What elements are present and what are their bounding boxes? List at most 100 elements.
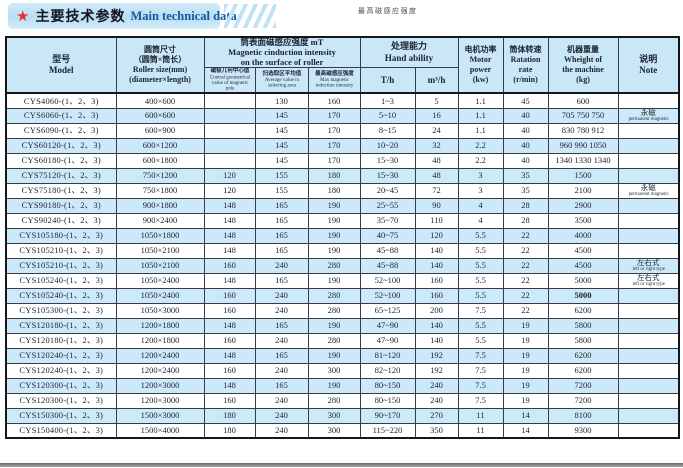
roller-size-cell: 1200×3000 [115,392,205,409]
mag-max-cell: 170 [307,107,361,124]
capacity-m3h-cell: 140 [414,332,459,349]
rotation-rate-cell: 22 [502,272,549,289]
weight-cell: 4500 [547,242,619,259]
note-cell: 永磁 permanent magnetic [617,182,680,199]
table-body: CYS4060-(1、2、3) 400×600 130 160 1~3 5 1.1 45 600… [5,92,680,439]
mag-center-cell: 160 [203,257,256,274]
note-cell [617,287,680,304]
mag-max-cell: 180 [307,167,361,184]
mag-max-cell: 190 [307,197,361,214]
table-row: CYS105240-(1、2、3) 1050×2400 148 165 190 52~10… [5,272,680,289]
rotation-rate-cell: 14 [502,422,549,439]
note-cell [617,122,680,139]
mag-average-cell: 240 [254,332,309,349]
motor-power-cell: 7.5 [457,347,504,364]
table-row: CYS150300-(1、2、3) 1500×3000 180 240 300 90~17… [5,407,680,424]
table-row: CYS120180-(1、2、3) 1200×1800 160 240 280 47~90… [5,332,680,349]
capacity-m3h-cell: 16 [414,107,459,124]
weight-cell: 6200 [547,362,619,379]
roller-size-cell: 1050×1800 [115,227,205,244]
model-cell: CYS120180-(1、2、3) [5,317,117,334]
mag-max-cell: 190 [307,347,361,364]
roller-size-cell: 1050×2100 [115,242,205,259]
table-row: CYS120240-(1、2、3) 1200×2400 160 240 300 82~12… [5,362,680,379]
roller-size-cell: 750×1800 [115,182,205,199]
header-mag-max-value: 最高磁感应强度 Max magnetic induction intensity [307,67,361,94]
mag-max-cell: 190 [307,377,361,394]
table-row: CYS120300-(1、2、3) 1200×3000 148 165 190 80~15… [5,377,680,394]
motor-power-cell: 4 [457,197,504,214]
capacity-m3h-cell: 5 [414,92,459,109]
table-row: CYS75120-(1、2、3) 750×1200 120 155 180 15~30 48… [5,167,680,184]
note-cell [617,362,680,379]
model-cell: CYS75180-(1、2、3) [5,182,117,199]
model-cell: CYS90180-(1、2、3) [5,197,117,214]
rotation-rate-cell: 19 [502,347,549,364]
note-cell [617,92,680,109]
note-cell [617,167,680,184]
weight-cell: 2900 [547,197,619,214]
header-roller-size: 圆筒尺寸 （圆筒×筒长） Roller size(mm) (diameter×leng… [115,36,205,94]
mag-max-cell: 190 [307,212,361,229]
header-mag-center-zh: 磁极几何中心值 [210,67,249,75]
note-cell [617,392,680,409]
mag-max-cell: 190 [307,242,361,259]
motor-power-cell: 7.5 [457,377,504,394]
model-cell: CYS6060-(1、2、3) [5,107,117,124]
capacity-m3h-cell: 192 [414,347,459,364]
rotation-rate-cell: 22 [502,287,549,304]
weight-cell: 7200 [547,377,619,394]
weight-cell: 1340 1330 1340 [547,152,619,169]
mag-center-cell: 120 [203,167,256,184]
weight-cell: 7200 [547,392,619,409]
mag-average-cell: 145 [254,107,309,124]
weight-cell: 830 780 912 [547,122,619,139]
capacity-m3h-cell: 110 [414,212,459,229]
mag-max-cell: 170 [307,122,361,139]
model-cell: CYS105210-(1、2、3) [5,242,117,259]
capacity-m3h-cell: 160 [414,287,459,304]
roller-size-cell: 1500×4000 [115,422,205,439]
capacity-th-cell: 52~100 [359,287,416,304]
capacity-m3h-cell: 90 [414,197,459,214]
capacity-th-cell: 25~55 [359,197,416,214]
header-mag-max-zh: 最高磁感应强度 [314,70,354,77]
weight-cell: 9300 [547,422,619,439]
mag-center-cell: 148 [203,227,256,244]
mag-max-cell: 300 [307,422,361,439]
table-row: CYS105240-(1、2、3) 1050×2400 160 240 280 52~10… [5,287,680,304]
capacity-th-cell: 40~75 [359,227,416,244]
mag-center-cell: 148 [203,272,256,289]
title-banner: ★ 主要技术参数 Main technical data [8,3,237,29]
header-mag-center-en: Contral geometrical value of magnetic pol… [209,74,250,91]
motor-power-cell: 5.5 [457,332,504,349]
rotation-rate-cell: 19 [502,317,549,334]
weight-cell: 5800 [547,332,619,349]
note-zh-text: 永磁 [640,108,656,118]
mag-center-cell: 160 [203,362,256,379]
table-row: CYS120300-(1、2、3) 1200×3000 160 240 280 80~15… [5,392,680,409]
note-cell [617,332,680,349]
capacity-th-cell: 45~88 [359,257,416,274]
model-cell: CYS120300-(1、2、3) [5,377,117,394]
mag-average-cell: 145 [254,137,309,154]
roller-size-cell: 600×1800 [115,152,205,169]
note-cell [617,347,680,364]
header-mag-average-en: Average value in selecting area [264,77,299,89]
note-en-text: left or right type [632,266,665,272]
capacity-th-cell: 80~150 [359,377,416,394]
capacity-th-cell: 8~15 [359,122,416,139]
floating-annotation: 最高磁感应强度 [358,7,418,15]
table-row: CYS6090-(1、2、3) 600×900 145 170 8~15 24 1.1 40 8… [5,122,680,139]
motor-power-cell: 4 [457,212,504,229]
roller-size-cell: 1050×2100 [115,257,205,274]
table-row: CYS90180-(1、2、3) 900×1800 148 165 190 25~55 90… [5,197,680,214]
weight-cell: 5000 [547,287,619,304]
mag-average-cell: 165 [254,347,309,364]
roller-size-cell: 600×600 [115,107,205,124]
mag-center-cell [203,122,256,139]
mag-max-cell: 190 [307,317,361,334]
rotation-rate-cell: 40 [502,137,549,154]
note-cell: 左右式 left or right type [617,272,680,289]
rotation-rate-cell: 40 [502,122,549,139]
